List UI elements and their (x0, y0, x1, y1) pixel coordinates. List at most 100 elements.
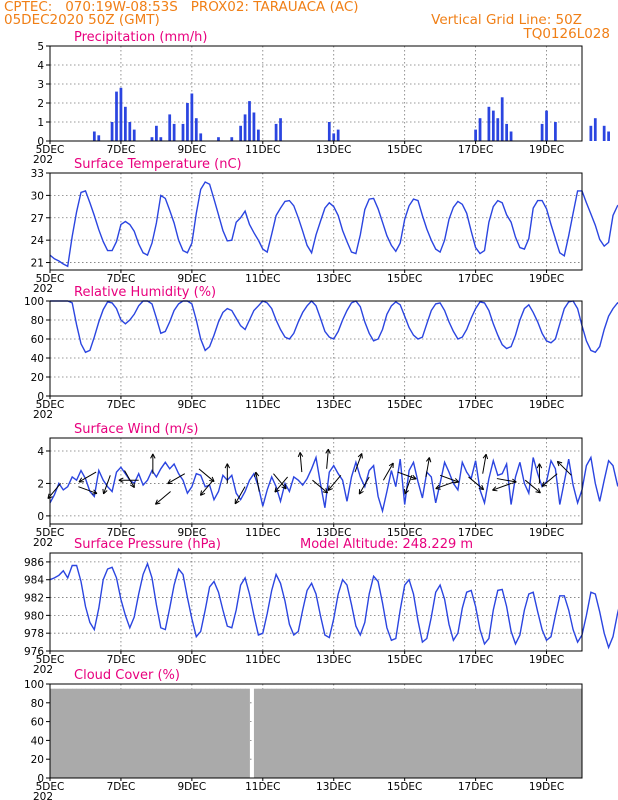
wind-arrow-head (325, 448, 331, 454)
wind-panel: 0 2 4 5DEC 7DEC 9DEC 11DEC 13DEC 15DEC 17DEC 19DEC… (33, 422, 618, 549)
cloud-bar (422, 688, 428, 778)
wind-arrow (124, 470, 135, 488)
cloud-bar (120, 688, 126, 778)
cloud-bar (484, 688, 490, 778)
x-tick-label: 5DEC (36, 144, 65, 156)
y-tick-label: 0 (37, 391, 44, 403)
cloud-bar (528, 688, 534, 778)
cloud-bar (253, 688, 259, 778)
wind-arrow (358, 476, 370, 495)
cloud-bar (449, 688, 454, 778)
cloud-bar (333, 688, 339, 778)
precip-bar (123, 106, 127, 141)
cloud-bar (417, 688, 423, 778)
cloud-bar (453, 688, 459, 778)
precip-bar (248, 101, 251, 141)
precip-bar (110, 122, 114, 141)
wind-arrow-head (482, 453, 489, 460)
cloud-bar (409, 688, 414, 778)
precip-bar (500, 97, 504, 141)
y-tick-label: 80 (31, 698, 44, 710)
cloud-bar (209, 688, 215, 778)
wind-arrow (404, 475, 413, 495)
header-run-time: 05DEC2020 50Z (GMT) (4, 12, 160, 28)
precip-bar (190, 93, 194, 141)
y-tick-label: 20 (31, 754, 44, 766)
wind-arrow-head (388, 462, 394, 469)
precip-bar (132, 129, 136, 141)
cloud-bar (183, 688, 188, 778)
wind-arrow (234, 486, 246, 505)
cloud-bar (577, 688, 583, 778)
cloud-bar (533, 688, 539, 778)
wind-arrow (198, 468, 215, 482)
cloud-bar (262, 688, 268, 778)
cloud-bar (165, 688, 171, 778)
wind-arrow-head (118, 477, 124, 483)
cloud-bar (497, 688, 503, 778)
wind-arrow-head (453, 478, 460, 484)
cloud-bar (568, 688, 574, 778)
wind-arrow-head (435, 484, 441, 490)
cloud-bar (284, 688, 290, 778)
cloud-bar (355, 688, 361, 778)
cloud-bar (63, 688, 69, 778)
cloud-bar (54, 688, 60, 778)
cloud-bar (307, 688, 312, 778)
cloud-cover-panel: 0 20 40 60 80 100 5DEC 7DEC 9DEC 11DEC 13DEC 15DEC 1… (24, 668, 583, 800)
x-tick-label: 5DEC (36, 781, 65, 793)
cloud-bar (550, 688, 556, 778)
x-tick-label: 19DEC (529, 144, 564, 156)
precip-bar (119, 87, 123, 141)
panel-frame (49, 172, 583, 271)
y-tick-label: 0 (37, 773, 44, 785)
precip-bar (279, 118, 282, 141)
wind-arrow-head (167, 479, 173, 485)
precip-bar (97, 135, 101, 141)
x-tick-label: 7DEC (107, 399, 136, 411)
precip-bar (181, 123, 185, 141)
y-tick-label: 5 (37, 41, 44, 53)
x-tick-label: 17DEC (458, 781, 493, 793)
x-tick-label: 17DEC (458, 273, 493, 285)
cloud-bar (267, 688, 273, 778)
wind-arrow (524, 479, 541, 494)
wind-arrow-head (511, 478, 517, 484)
wind-arrow (155, 491, 171, 505)
x-tick-label: 15DEC (387, 654, 422, 666)
precip-bar (589, 125, 593, 141)
cloud-bar (151, 688, 157, 778)
wind-arrow-head (234, 498, 240, 505)
cloud-bar (103, 688, 109, 778)
x-tick-label: 13DEC (316, 399, 351, 411)
cloud-bar (386, 688, 392, 778)
precip-bar (274, 123, 278, 141)
cloud-bar (493, 688, 499, 778)
x-tick-label: 15DEC (387, 399, 422, 411)
cloud-bar (378, 688, 383, 778)
cloud-bar (98, 688, 104, 778)
cloud-bar (236, 688, 242, 778)
precip-bar (509, 131, 513, 141)
y-tick-label: 60 (31, 334, 44, 346)
cloud-bar (218, 688, 224, 778)
y-tick-label: 33 (31, 168, 44, 180)
wind-arrow (312, 479, 328, 494)
x-tick-label: 9DEC (177, 399, 206, 411)
cloud-bar (280, 688, 286, 778)
cloud-bar (134, 688, 140, 778)
x-tick-label: 9DEC (177, 144, 206, 156)
x-tick-label: 7DEC (107, 527, 136, 539)
cloud-bar (457, 688, 463, 778)
y-tick-label: 980 (24, 610, 44, 622)
wind-arrow (382, 462, 394, 481)
cloud-bar (382, 688, 388, 778)
wind-arrow (255, 471, 260, 492)
wind-arrow (299, 452, 303, 473)
wind-arrow-head (411, 474, 417, 480)
y-tick-label: 4 (37, 60, 44, 72)
x-tick-label: 11DEC (245, 399, 280, 411)
pressure-title: Surface Pressure (hPa) (74, 537, 221, 552)
wind-arrow-head (403, 488, 409, 495)
